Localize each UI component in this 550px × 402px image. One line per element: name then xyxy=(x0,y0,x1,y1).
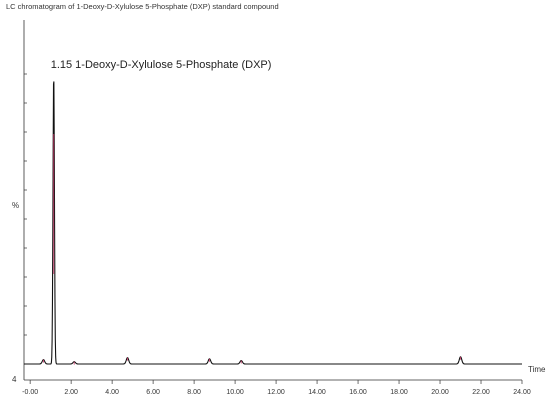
x-tick-label: 22.00 xyxy=(472,389,490,396)
x-ticks: -0.00 2.00 4.00 6.00 8.00 10.00 12.00 14.00 16.0… xyxy=(22,380,531,396)
x-axis-label: Time xyxy=(528,365,546,374)
x-tick-label: 8.00 xyxy=(187,389,201,396)
x-tick-label: 4.00 xyxy=(105,389,119,396)
y-axis-label: % xyxy=(12,201,19,210)
x-tick-label: 2.00 xyxy=(64,389,78,396)
y-ticks xyxy=(24,73,27,336)
peak-label-dxp: 1.15 1-Deoxy-D-Xylulose 5-Phosphate (DXP… xyxy=(51,59,272,71)
peak-markers xyxy=(43,134,461,365)
x-tick-label: 20.00 xyxy=(431,389,449,396)
x-tick-label: 14.00 xyxy=(308,389,326,396)
x-tick-label: 24.00 xyxy=(513,389,531,396)
y-min-label: 4 xyxy=(12,375,17,384)
x-tick-label: 10.00 xyxy=(226,389,244,396)
x-tick-label: 12.00 xyxy=(267,389,285,396)
chromatogram-trace xyxy=(24,81,522,365)
x-tick-label: -0.00 xyxy=(22,389,38,396)
x-tick-label: 18.00 xyxy=(390,389,408,396)
x-tick-label: 6.00 xyxy=(146,389,160,396)
chart-title: LC chromatogram of 1-Deoxy-D-Xylulose 5-… xyxy=(6,2,279,11)
x-tick-label: 16.00 xyxy=(349,389,367,396)
